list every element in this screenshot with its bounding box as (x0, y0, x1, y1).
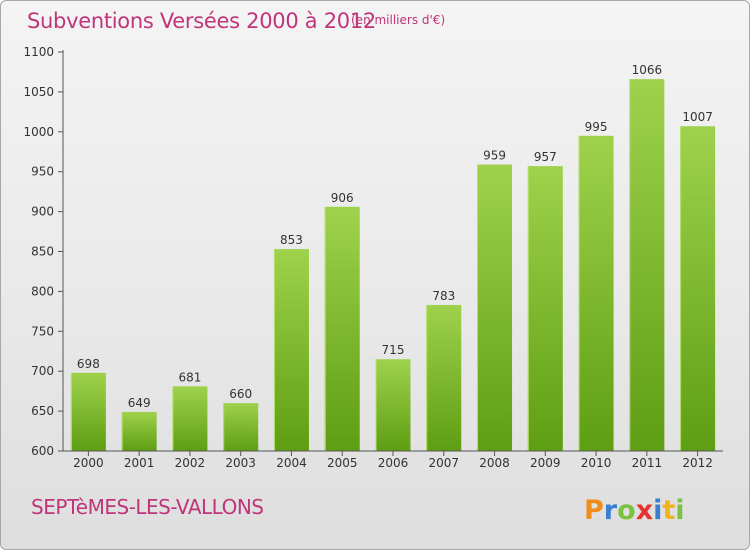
x-tick-label: 2004 (276, 456, 307, 470)
chart-subtitle: (en milliers d'€) (351, 13, 446, 27)
y-tick-label: 800 (31, 284, 54, 298)
y-tick-label: 900 (31, 205, 54, 219)
bar (273, 249, 309, 451)
y-tick-label: 750 (31, 324, 54, 338)
y-tick-label: 650 (31, 404, 54, 418)
data-label: 1066 (632, 63, 663, 77)
x-tick-label: 2007 (428, 456, 459, 470)
x-tick-label: 2010 (581, 456, 612, 470)
data-label: 698 (77, 357, 100, 371)
x-tick-label: 2008 (479, 456, 510, 470)
bar (324, 206, 360, 451)
bar (426, 304, 462, 451)
data-label: 853 (280, 233, 303, 247)
data-label: 660 (229, 387, 252, 401)
bar (375, 359, 411, 451)
y-tick-label: 600 (31, 444, 54, 458)
x-tick-label: 2012 (682, 456, 713, 470)
place-name: SEPTèMES-LES-VALLONS (31, 495, 264, 519)
bar (223, 403, 259, 451)
x-tick-label: 2000 (73, 456, 104, 470)
bar (477, 164, 513, 451)
svg-text:Proxiti: Proxiti (584, 495, 685, 526)
x-tick-label: 2009 (530, 456, 561, 470)
data-label: 715 (382, 343, 405, 357)
y-tick-label: 1100 (23, 45, 54, 59)
y-tick-label: 850 (31, 245, 54, 259)
bar (578, 135, 614, 452)
bar (527, 166, 563, 451)
x-tick-label: 2001 (124, 456, 155, 470)
y-tick-label: 950 (31, 165, 54, 179)
bar (70, 372, 106, 451)
data-label: 995 (585, 120, 608, 134)
data-label: 681 (178, 370, 201, 384)
x-tick-label: 2011 (632, 456, 663, 470)
bar (121, 411, 157, 451)
data-label: 906 (331, 191, 354, 205)
y-tick-label: 700 (31, 364, 54, 378)
data-label: 959 (483, 149, 506, 163)
proxiti-logo: Proxiti (584, 495, 685, 526)
data-label: 783 (432, 289, 455, 303)
data-label: 1007 (682, 110, 713, 124)
y-tick-label: 1050 (23, 85, 54, 99)
x-tick-label: 2002 (175, 456, 206, 470)
bar (680, 126, 716, 452)
y-tick-label: 1000 (23, 125, 54, 139)
bar (172, 386, 208, 451)
x-tick-label: 2005 (327, 456, 358, 470)
data-label: 957 (534, 150, 557, 164)
x-tick-label: 2003 (225, 456, 256, 470)
x-tick-label: 2006 (378, 456, 409, 470)
bar (629, 79, 665, 451)
data-label: 649 (128, 396, 151, 410)
chart-title: Subventions Versées 2000 à 2012 (27, 9, 376, 33)
